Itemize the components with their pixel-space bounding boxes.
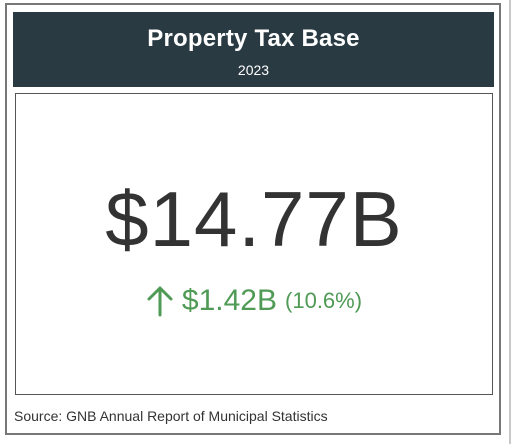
- change-percent: (10.6%): [285, 288, 363, 313]
- kpi-change: $1.42B (10.6%): [16, 284, 492, 318]
- kpi-value: $14.77B: [105, 175, 403, 263]
- card-year: 2023: [237, 62, 270, 78]
- card-title: Property Tax Base: [147, 25, 360, 52]
- divider: [509, 0, 511, 444]
- kpi-card: Property Tax Base 2023 $14.77B $1.42B (10…: [5, 3, 501, 435]
- card-header: Property Tax Base 2023: [13, 12, 494, 87]
- arrow-up-icon: [147, 286, 173, 317]
- kpi-panel: $14.77B $1.42B (10.6%): [15, 93, 493, 395]
- source-note: Source: GNB Annual Report of Municipal S…: [14, 408, 328, 424]
- change-amount: $1.42B: [181, 284, 278, 317]
